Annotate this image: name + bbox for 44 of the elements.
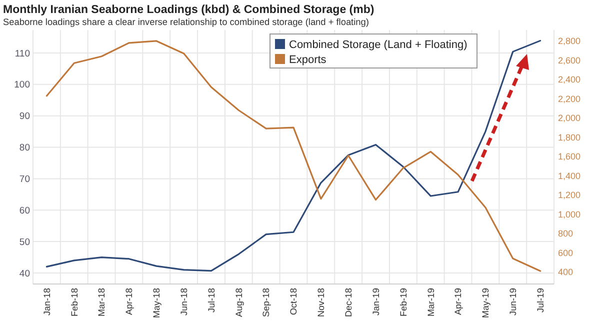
y2-tick-label: 2,600 (558, 55, 581, 66)
x-tick-label: May-19 (480, 288, 491, 318)
x-tick-label: Apr-19 (453, 288, 464, 316)
y-tick-label: 110 (14, 48, 30, 60)
y2-tick-label: 400 (558, 267, 574, 278)
x-tick-label: Jun-19 (508, 288, 518, 316)
y2-tick-label: 1,600 (558, 152, 581, 162)
x-tick-label: Aug-18 (234, 288, 244, 318)
y-tick-label: 40 (19, 268, 30, 280)
y-tick-label: 80 (19, 142, 30, 154)
x-tick-label: Mar-18 (96, 288, 107, 317)
x-tick-label: Dec-18 (343, 288, 354, 318)
chart-title: Monthly Iranian Seaborne Loadings (kbd) & Combined Storage (mb) (3, 4, 374, 16)
y2-tick-label: 2,000 (558, 113, 581, 124)
x-tick-label: Feb-18 (69, 288, 80, 317)
x-tick-label: Jul-18 (206, 288, 216, 313)
y2-tick-label: 1,400 (558, 170, 581, 181)
x-tick-label: Jul-19 (535, 288, 546, 313)
x-tick-label: Oct-18 (288, 288, 299, 316)
x-tick-label: Jan-19 (370, 288, 381, 316)
y2-tick-label: 1,800 (558, 132, 581, 142)
y-tick-label: 50 (19, 236, 30, 248)
chart-subtitle: Seaborne loadings share a clear inverse relationship to combined storage (land + floating) (3, 17, 369, 27)
y2-tick-label: 1,000 (558, 209, 581, 220)
y-tick-label: 90 (19, 111, 30, 122)
y2-tick-label: 600 (558, 248, 574, 258)
y-tick-label: 60 (19, 205, 30, 216)
y2-tick-label: 1,200 (558, 190, 581, 200)
legend-label: Combined Storage (Land + Floating) (289, 38, 468, 51)
y-tick-label: 100 (14, 80, 30, 91)
y2-tick-label: 2,800 (558, 36, 581, 46)
x-tick-label: Nov-18 (316, 288, 326, 318)
y2-tick-label: 800 (558, 228, 574, 239)
x-tick-label: Sep-18 (261, 288, 272, 318)
y2-tick-label: 2,200 (558, 94, 581, 104)
x-tick-label: Mar-19 (426, 288, 436, 317)
y2-tick-label: 2,400 (558, 74, 581, 85)
legend-label: Exports (289, 54, 327, 66)
x-tick-label: Feb-19 (398, 288, 408, 317)
x-tick-label: Apr-18 (124, 288, 134, 316)
x-tick-label: Jan-18 (42, 288, 52, 316)
y-tick-label: 70 (19, 174, 30, 186)
x-tick-label: May-18 (152, 288, 162, 318)
x-tick-label: Jun-18 (178, 288, 189, 316)
